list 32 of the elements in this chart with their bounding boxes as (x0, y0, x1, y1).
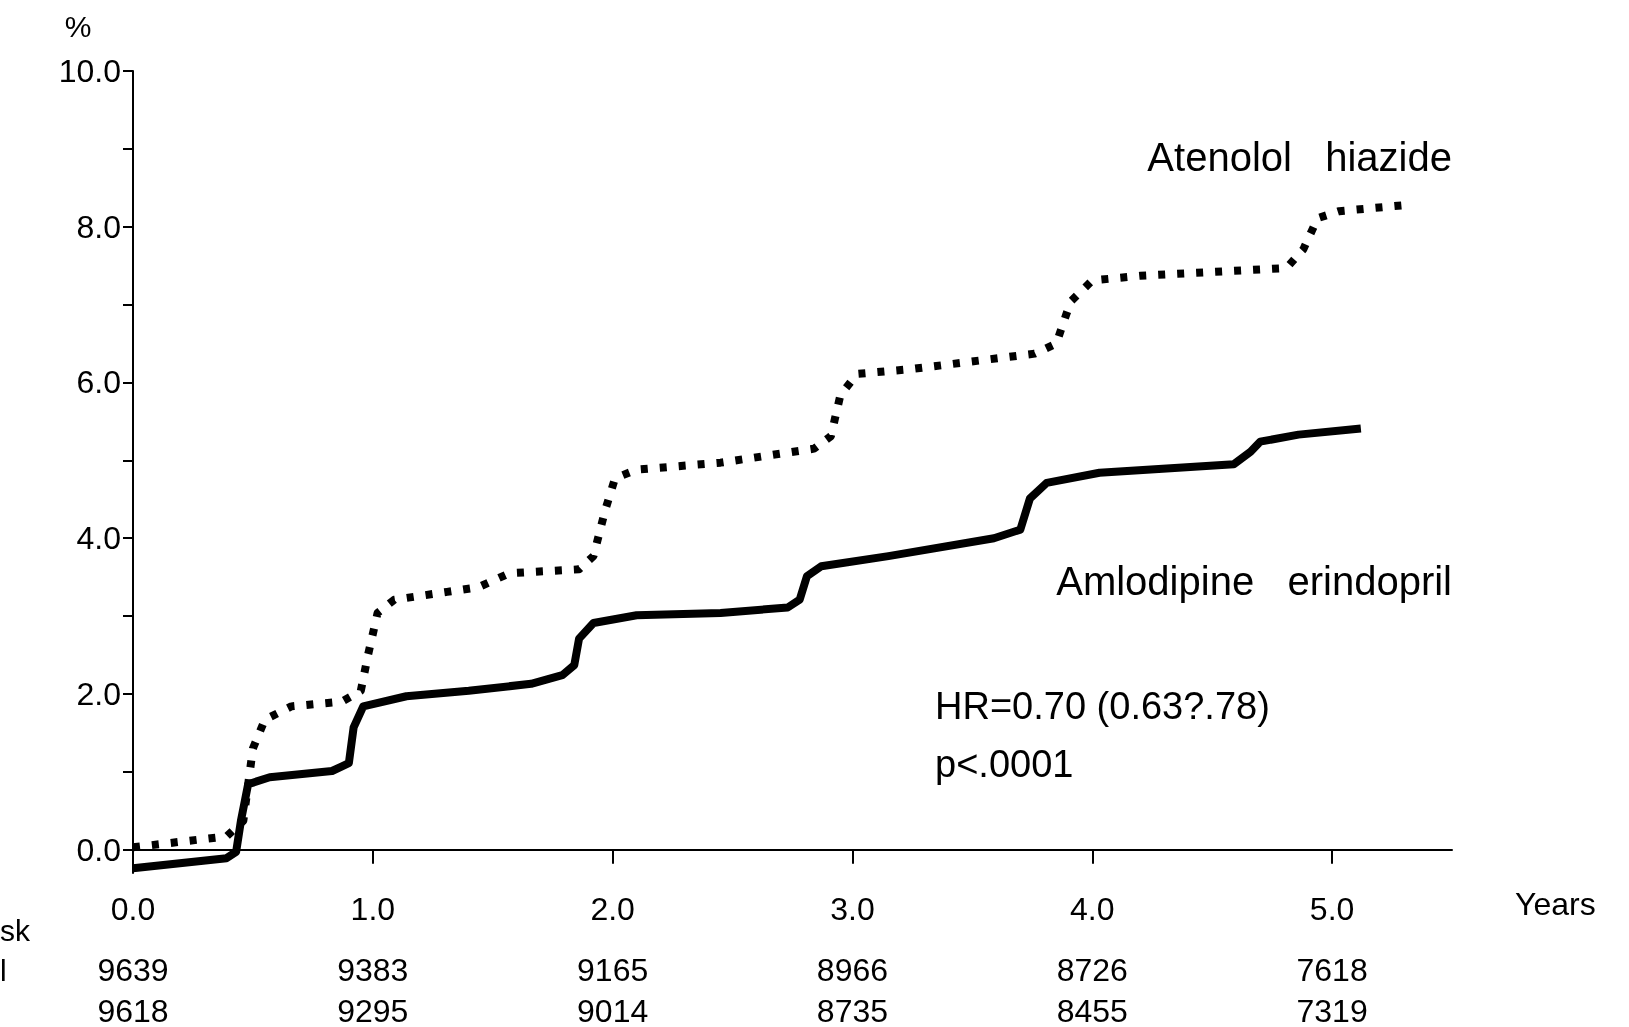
text: 9165 (577, 952, 649, 988)
text: sk (0, 913, 31, 947)
series-label: Atenolol hiazide (1147, 134, 1452, 179)
text: l (0, 953, 7, 987)
text: 8455 (1056, 993, 1128, 1027)
y-tick-label: 10.0 (58, 53, 121, 89)
y-tick-label: 8.0 (76, 208, 121, 245)
y-tick-label: 6.0 (76, 364, 121, 401)
text: 7618 (1296, 952, 1368, 988)
text: 9295 (337, 993, 409, 1027)
text: 9383 (337, 952, 409, 988)
x-axis-title: Years (1515, 886, 1596, 922)
text: 8966 (816, 952, 889, 988)
x-tick-label: 0.0 (110, 891, 156, 927)
text: 9639 (97, 952, 169, 988)
y-tick-label: 0.0 (76, 831, 121, 868)
y-axis-title: % (64, 9, 92, 43)
text: 9014 (577, 993, 649, 1027)
x-tick-label: 1.0 (350, 891, 396, 927)
y-tick-label: 2.0 (76, 675, 121, 712)
annotation: p<.0001 (935, 743, 1074, 785)
series-label: Amlodipine erindopril (1056, 559, 1452, 604)
y-tick-label: 4.0 (76, 520, 121, 557)
text: 8735 (816, 993, 889, 1027)
text: 7319 (1296, 993, 1368, 1027)
annotation: HR=0.70 (0.63?.78) (935, 685, 1270, 727)
text: 9618 (97, 993, 169, 1027)
x-tick-label: 2.0 (590, 891, 635, 927)
text: 8726 (1056, 952, 1128, 988)
x-tick-label: 5.0 (1309, 891, 1355, 927)
x-tick-label: 4.0 (1070, 891, 1115, 927)
x-tick-label: 3.0 (830, 891, 875, 927)
